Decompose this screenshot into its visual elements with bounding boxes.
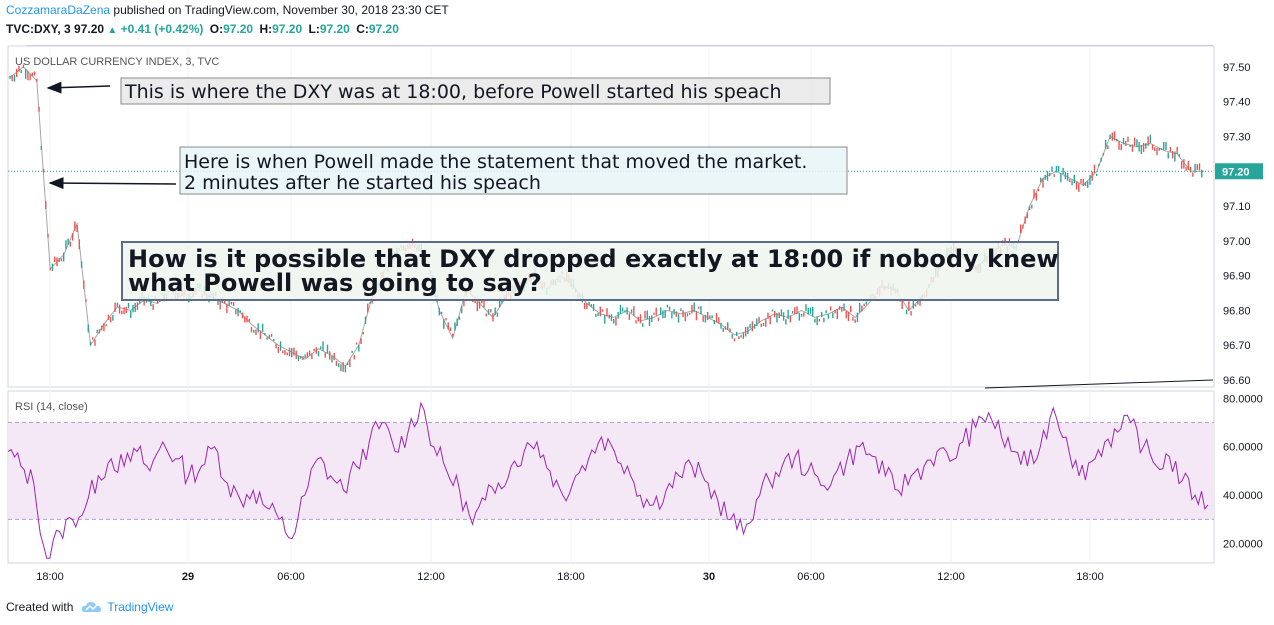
low-label: L: xyxy=(308,22,320,36)
rsi-band xyxy=(8,422,1214,520)
x-tick-label-4: 18:00 xyxy=(557,571,585,583)
price-tick-label-8: 96.70 xyxy=(1223,340,1251,352)
current-price-text: 97.20 xyxy=(1222,166,1250,178)
tradingview-link[interactable]: TradingView xyxy=(107,600,174,614)
rsi-pane xyxy=(7,401,1214,559)
high-value: 97.20 xyxy=(272,22,303,36)
rsi-tick-label-1: 60.0000 xyxy=(1223,442,1263,454)
annotation-2-line2: 2 minutes after he started his speach xyxy=(184,172,541,194)
up-arrow-icon: ▲ xyxy=(107,25,118,36)
annotation-1[interactable]: This is where the DXY was at 18:00, befo… xyxy=(46,77,831,105)
close-value: 97.20 xyxy=(368,22,399,36)
created-with-label: Created with xyxy=(6,600,74,614)
rsi-tick-label-3: 20.0000 xyxy=(1223,539,1263,551)
open-label: O: xyxy=(209,22,224,36)
price-tick-label-2: 97.30 xyxy=(1223,131,1251,143)
published-text: published on TradingView.com, November 3… xyxy=(113,3,449,17)
annotation-2[interactable]: Here is when Powell made the statement t… xyxy=(48,146,848,195)
rsi-tick-label-0: 80.0000 xyxy=(1223,393,1263,405)
last-price: 97.20 xyxy=(74,22,105,36)
price-tick-label-7: 96.80 xyxy=(1223,305,1251,317)
current-price-badge xyxy=(1215,163,1263,180)
low-value: 97.20 xyxy=(319,22,350,36)
annotation-3[interactable]: How is it possible that DXY dropped exac… xyxy=(121,241,1059,301)
price-tick-label-9: 96.60 xyxy=(1223,375,1251,387)
author-link[interactable]: CozzamaraDaZena xyxy=(6,3,111,17)
publish-header: CozzamaraDaZena published on TradingView… xyxy=(6,3,449,17)
rsi-tick-label-2: 40.0000 xyxy=(1223,490,1263,502)
main-chart-title: US DOLLAR CURRENCY INDEX, 3, TVC xyxy=(15,56,219,68)
price-change: +0.41 (+0.42%) xyxy=(120,22,204,36)
price-tick-label-5: 97.00 xyxy=(1223,236,1251,248)
symbol-header: TVC:DXY, 3 97.20 ▲ +0.41 (+0.42%) O:97.2… xyxy=(6,22,399,36)
rsi-title: RSI (14, close) xyxy=(15,401,88,413)
x-tick-label-1: 29 xyxy=(182,571,194,583)
price-tick-label-6: 96.90 xyxy=(1223,271,1251,283)
annotation-2-line1: Here is when Powell made the statement t… xyxy=(184,151,807,173)
annotation-3-line1: How is it possible that DXY dropped exac… xyxy=(128,245,1059,273)
x-tick-label-8: 18:00 xyxy=(1076,571,1104,583)
price-tick-label-1: 97.40 xyxy=(1223,97,1251,109)
annotation-1-text: This is where the DXY was at 18:00, befo… xyxy=(124,81,782,103)
footer: Created with TradingView xyxy=(6,600,173,614)
x-tick-label-6: 06:00 xyxy=(797,571,825,583)
x-tick-label-5: 30 xyxy=(703,571,715,583)
price-tick-label-4: 97.10 xyxy=(1223,201,1251,213)
close-label: C: xyxy=(356,22,369,36)
symbol-label: TVC:DXY, 3 xyxy=(6,22,71,36)
x-tick-label-2: 06:00 xyxy=(277,571,305,583)
x-tick-label-0: 18:00 xyxy=(36,571,64,583)
trend-line xyxy=(984,379,1214,389)
tradingview-cloud-icon xyxy=(82,602,102,612)
open-value: 97.20 xyxy=(223,22,254,36)
x-tick-label-3: 12:00 xyxy=(417,571,445,583)
annotation-3-line2: what Powell was going to say? xyxy=(128,269,542,297)
rsi-line xyxy=(7,401,1209,559)
price-tick-label-0: 97.50 xyxy=(1223,62,1251,74)
x-tick-label-7: 12:00 xyxy=(937,571,965,583)
high-label: H: xyxy=(259,22,273,36)
